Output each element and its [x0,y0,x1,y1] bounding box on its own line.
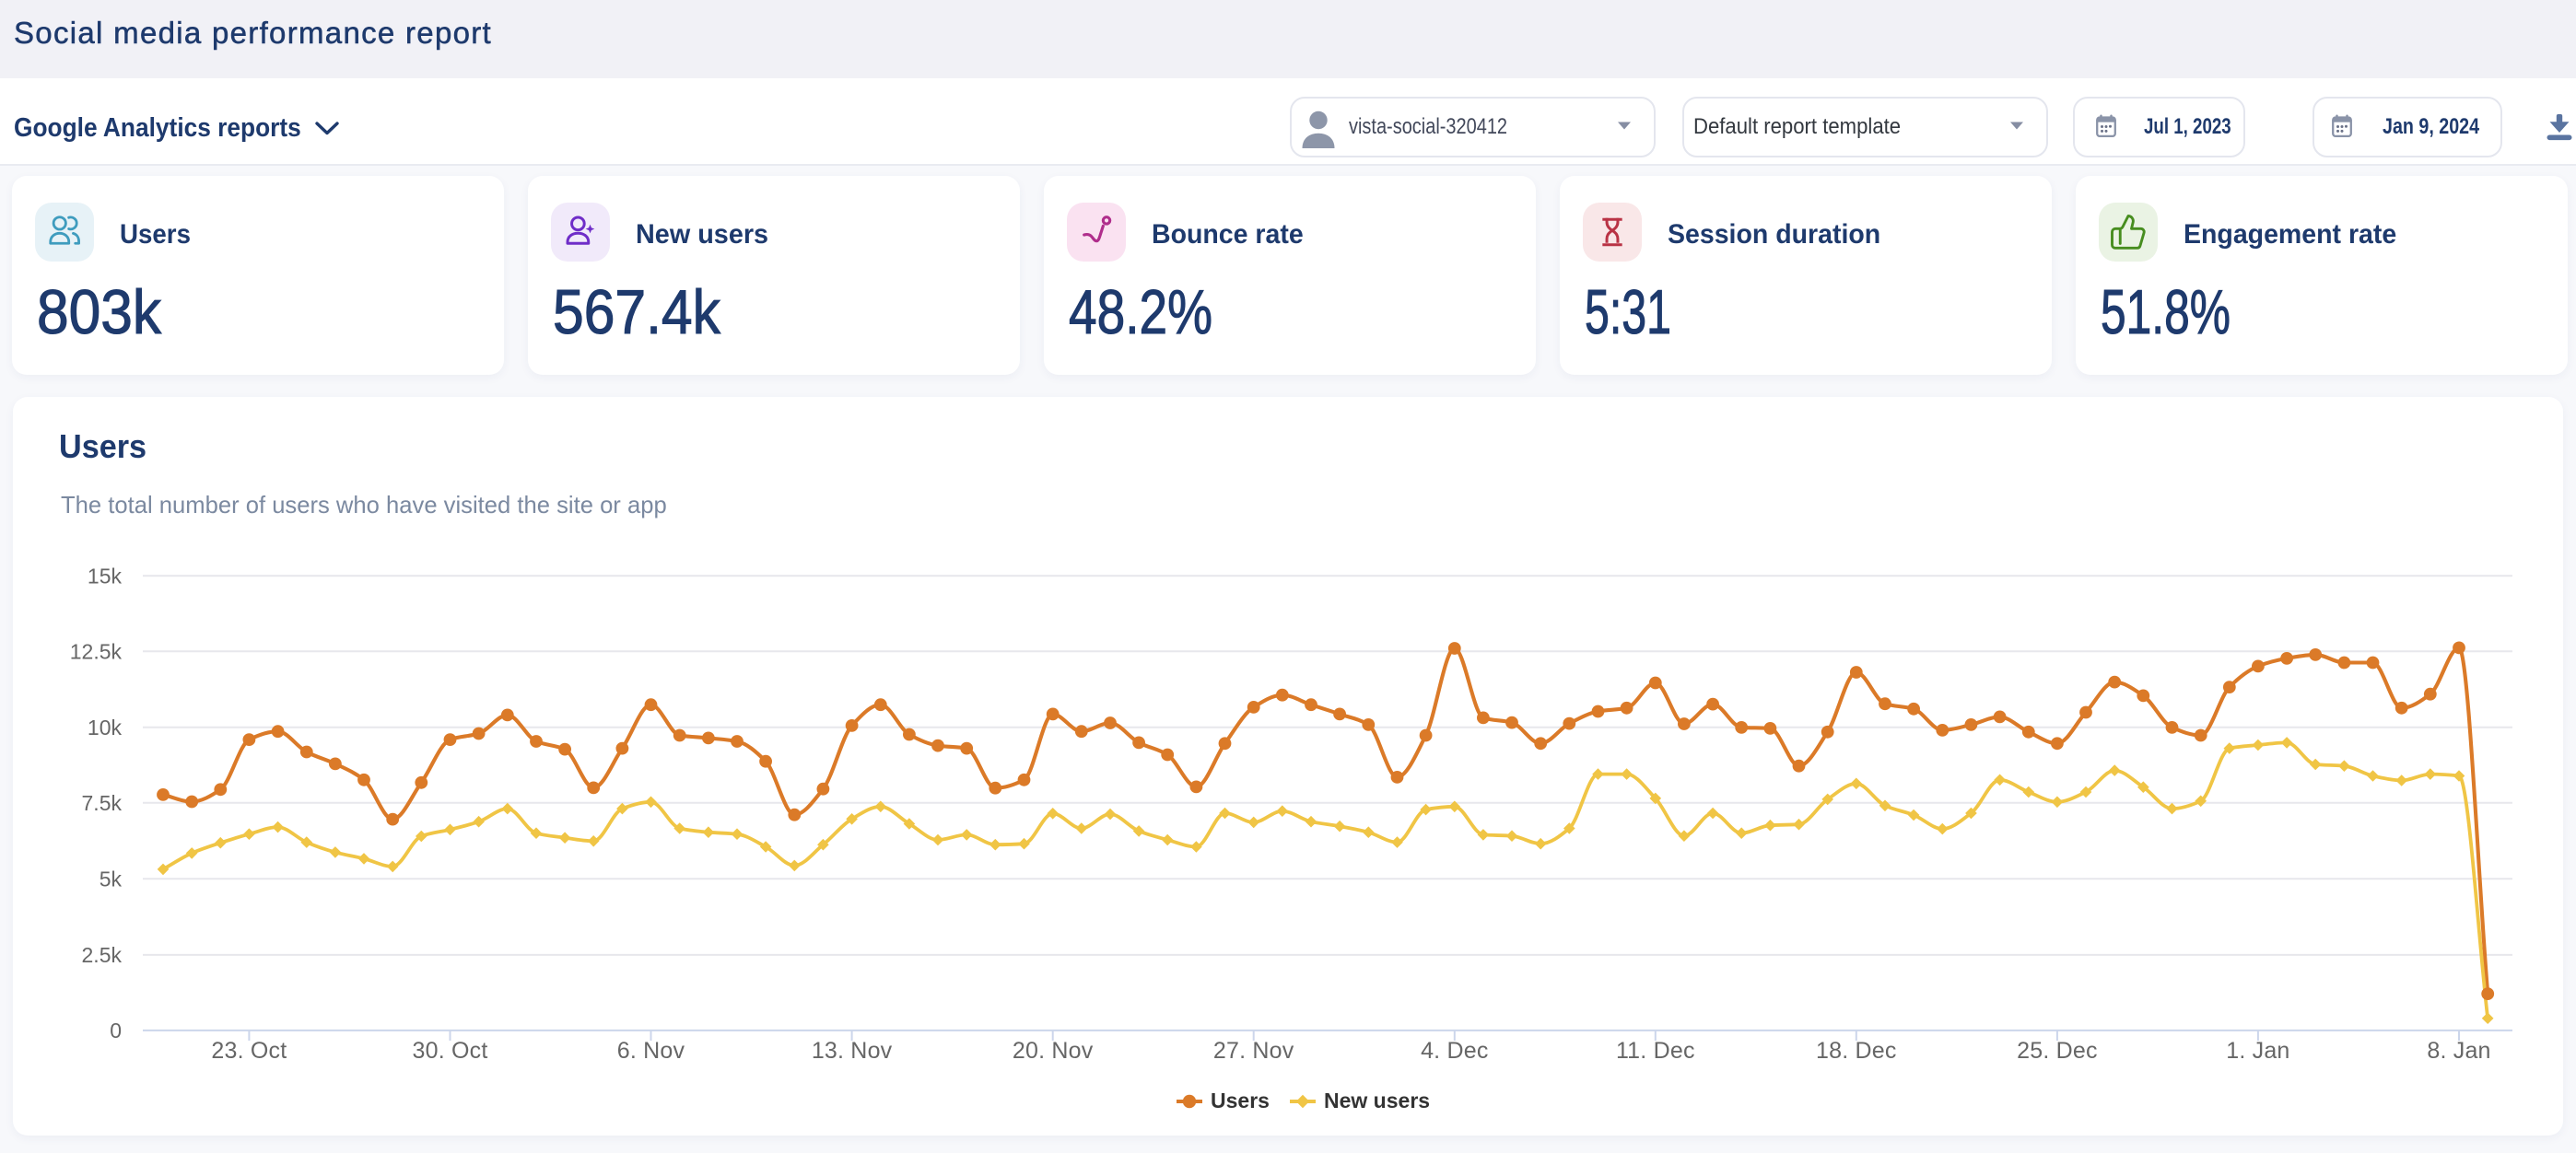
svg-text:15k: 15k [88,564,123,588]
svg-text:23. Oct: 23. Oct [211,1038,287,1064]
svg-text:20. Nov: 20. Nov [1013,1038,1094,1064]
svg-text:27. Nov: 27. Nov [1213,1038,1294,1064]
svg-text:10k: 10k [88,716,123,740]
svg-text:2.5k: 2.5k [82,943,123,967]
svg-text:11. Dec: 11. Dec [1616,1038,1695,1064]
svg-text:25. Dec: 25. Dec [2017,1038,2098,1064]
svg-text:0: 0 [110,1019,122,1042]
svg-text:8. Jan: 8. Jan [2427,1038,2490,1064]
svg-text:12.5k: 12.5k [70,639,123,663]
svg-text:4. Dec: 4. Dec [1421,1038,1488,1064]
svg-text:1. Jan: 1. Jan [2226,1038,2289,1064]
svg-text:13. Nov: 13. Nov [812,1038,893,1064]
svg-text:18. Dec: 18. Dec [1816,1038,1897,1064]
svg-text:7.5k: 7.5k [82,791,123,815]
svg-text:6. Nov: 6. Nov [617,1038,685,1064]
svg-text:30. Oct: 30. Oct [413,1038,488,1064]
svg-text:5k: 5k [100,867,123,891]
